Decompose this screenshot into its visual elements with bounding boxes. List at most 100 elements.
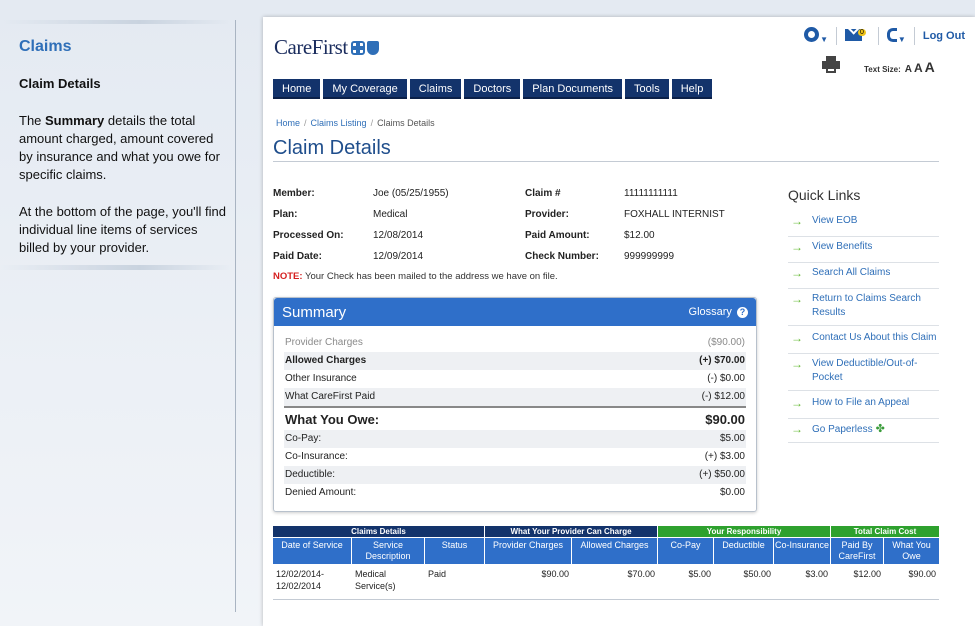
quick-link-deductible[interactable]: → View Deductible/Out-of-Pocket — [788, 357, 939, 391]
breadcrumb-current: Claims Details — [377, 118, 435, 128]
nav-home[interactable]: Home — [273, 79, 321, 99]
nav-doctors[interactable]: Doctors — [464, 79, 521, 99]
divider — [877, 27, 879, 45]
text-size-medium[interactable]: A — [913, 61, 923, 75]
arrow-right-icon: → — [791, 331, 803, 345]
processed-value: 12/08/2014 — [373, 230, 424, 241]
col-co-insurance: Co-Insurance — [774, 538, 831, 564]
text-size-label: Text Size: — [864, 65, 901, 74]
cell-provider-charges: $90.00 — [541, 569, 569, 579]
paid-date-label: Paid Date: — [273, 251, 322, 262]
nav-tools[interactable]: Tools — [625, 79, 669, 99]
nav-plan-documents[interactable]: Plan Documents — [523, 79, 623, 99]
chevron-down-icon: ▼ — [820, 35, 829, 44]
divider — [0, 265, 232, 270]
quick-link-file-appeal[interactable]: → How to File an Appeal — [788, 396, 939, 419]
mail-icon — [845, 28, 863, 41]
arrow-right-icon: → — [791, 266, 803, 280]
sidebar-paragraph-1: The Summary details the total amount cha… — [19, 113, 220, 182]
help-icon: ? — [737, 307, 748, 318]
summary-card: Summary Glossary ? Provider Charges ($90.… — [273, 297, 757, 512]
quick-link-search-claims[interactable]: → Search All Claims — [788, 266, 939, 289]
check-note: NOTE: Your Check has been mailed to the … — [273, 271, 558, 282]
arrow-right-icon: → — [791, 214, 803, 228]
breakdown-row: Co-Insurance: (+) $3.00 — [285, 451, 745, 462]
sidebar-paragraph-2: At the bottom of the page, you'll find i… — [19, 204, 227, 255]
col-date-of-service: Date of Service — [273, 538, 352, 564]
glossary-link[interactable]: Glossary ? — [689, 306, 748, 318]
print-icon[interactable] — [822, 56, 840, 73]
provider-label: Provider: — [525, 209, 569, 220]
col-paid-by-carefirst: Paid By CareFirst — [831, 538, 884, 564]
text-size-small[interactable]: A — [904, 64, 912, 75]
settings-menu[interactable]: ▼ — [804, 27, 828, 45]
group-your-responsibility: Your Responsibility — [658, 526, 831, 537]
breadcrumb-claims-listing[interactable]: Claims Listing — [310, 118, 367, 128]
plan-label: Plan: — [273, 209, 298, 220]
col-allowed-charges: Allowed Charges — [572, 538, 658, 564]
summary-body: Provider Charges ($90.00) Allowed Charges… — [284, 334, 746, 502]
logout-link[interactable]: Log Out — [922, 30, 965, 42]
sidebar-subtitle: Claim Details — [19, 76, 101, 91]
blue-cross-icon — [350, 41, 365, 55]
group-claims-details: Claims Details — [273, 526, 485, 537]
quick-link-go-paperless[interactable]: → Go Paperless ✤ — [788, 422, 939, 443]
summary-row: Other Insurance (-) $0.00 — [285, 373, 745, 384]
cell-status: Paid — [428, 569, 447, 579]
summary-row: What CareFirst Paid (-) $12.00 — [284, 388, 746, 406]
col-provider-charges: Provider Charges — [485, 538, 572, 564]
arrow-right-icon: → — [791, 240, 803, 254]
nav-my-coverage[interactable]: My Coverage — [323, 79, 407, 99]
carefirst-logo[interactable]: CareFirst — [274, 35, 379, 60]
header-tools: ▼ 0 ▼ Log Out — [804, 27, 965, 45]
quick-links-title: Quick Links — [788, 187, 861, 203]
text-size-large[interactable]: A — [924, 59, 935, 75]
main-nav: Home My Coverage Claims Doctors Plan Doc… — [273, 79, 713, 99]
member-label: Member: — [273, 188, 315, 199]
paid-amount-label: Paid Amount: — [525, 230, 590, 241]
quick-link-view-eob[interactable]: → View EOB — [788, 214, 939, 237]
message-count-badge: 0 — [858, 28, 866, 36]
cell-deductible: $50.00 — [743, 569, 771, 579]
provider-value: FOXHALL INTERNIST — [624, 209, 725, 220]
arrow-right-icon: → — [791, 422, 803, 436]
quick-link-contact-us[interactable]: → Contact Us About this Claim — [788, 331, 939, 354]
table-row: 12/02/2014-12/02/2014 Medical Service(s)… — [273, 564, 939, 600]
group-total-cost: Total Claim Cost — [831, 526, 939, 537]
blue-shield-icon — [366, 41, 379, 55]
breadcrumb-home[interactable]: Home — [276, 118, 301, 128]
quick-link-return-search[interactable]: → Return to Claims Search Results — [788, 292, 939, 326]
breakdown-row: Co-Pay: $5.00 — [284, 430, 746, 448]
divider — [913, 27, 915, 45]
divider — [836, 27, 838, 45]
summary-title: Summary — [282, 304, 347, 321]
sidebar-title: Claims — [19, 38, 72, 55]
nav-claims[interactable]: Claims — [409, 79, 462, 99]
chevron-down-icon: ▼ — [897, 34, 906, 44]
col-what-you-owe: What You Owe — [892, 540, 931, 561]
arrow-right-icon: → — [791, 292, 803, 306]
quick-link-view-benefits[interactable]: → View Benefits — [788, 240, 939, 263]
nav-help[interactable]: Help — [671, 79, 713, 99]
claim-lines-table: Claims Details What Your Provider Can Ch… — [273, 526, 939, 600]
cell-date: 12/02/2014-12/02/2014 — [276, 569, 325, 591]
messages-button[interactable]: 0 — [845, 28, 870, 44]
arrow-right-icon: → — [791, 396, 803, 410]
paid-date-value: 12/09/2014 — [373, 251, 424, 262]
col-status: Status — [425, 538, 485, 564]
plan-value: Medical — [373, 209, 408, 220]
contact-menu[interactable]: ▼ — [886, 27, 906, 45]
claim-number-value: 11111111111 — [624, 188, 678, 199]
check-number-label: Check Number: — [525, 251, 599, 262]
breakdown-row: Denied Amount: $0.00 — [285, 487, 745, 498]
gear-icon — [804, 27, 820, 42]
group-provider-charge: What Your Provider Can Charge — [485, 526, 658, 537]
cell-allowed-charges: $70.00 — [627, 569, 655, 579]
cell-description: Medical Service(s) — [355, 569, 396, 591]
what-you-owe-row: What You Owe: $90.00 — [284, 406, 746, 430]
arrow-right-icon: → — [791, 357, 803, 371]
table-header: Date of Service Service Description Stat… — [273, 538, 939, 564]
divider — [235, 20, 236, 612]
phone-icon — [886, 27, 897, 42]
page-title: Claim Details — [273, 137, 391, 159]
